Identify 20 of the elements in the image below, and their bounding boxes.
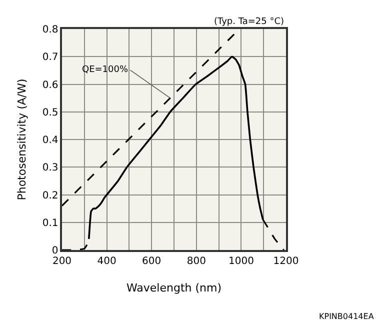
y-tick-label: 0.3	[42, 162, 58, 174]
y-tick-label: 0.7	[42, 52, 58, 64]
y-tick-label: 0	[52, 246, 58, 256]
y-tick-label: 0.6	[42, 80, 58, 91]
x-tick-label: 1000	[228, 256, 254, 267]
annotation: QE=100%	[82, 65, 128, 75]
y-tick-label: 0.2	[42, 190, 58, 202]
x-axis-title: Wavelength (nm)	[126, 281, 222, 294]
y-tick-label: 0.8	[42, 24, 58, 36]
x-tick-label: 400	[97, 256, 116, 267]
x-tick-label: 800	[186, 256, 206, 267]
y-axis-title: Photosensitivity (A/W)	[15, 78, 28, 200]
x-tick-label: 1200	[273, 256, 299, 267]
y-tick-label: 0.4	[42, 135, 58, 146]
x-tick-label: 600	[142, 256, 162, 267]
y-tick-label: 0.1	[42, 218, 58, 229]
x-tick-label: 200	[52, 256, 72, 267]
y-tick-label: 0.5	[42, 107, 58, 118]
text: KPINB0414EA	[319, 312, 374, 321]
text: (Typ. Ta=25 °C)	[214, 17, 284, 27]
